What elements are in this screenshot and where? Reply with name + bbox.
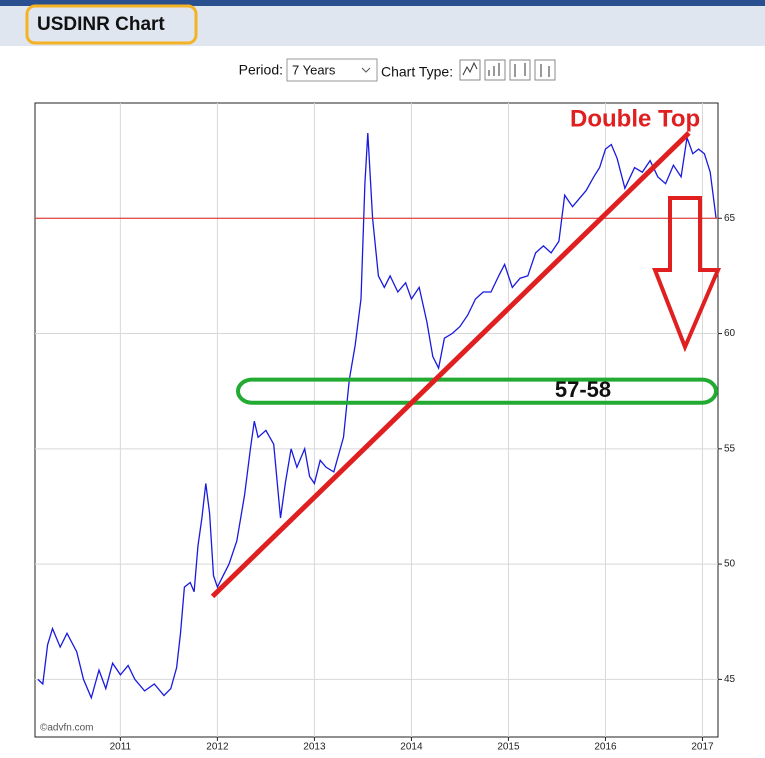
annotation: Double Top [570, 105, 700, 132]
icon-line[interactable] [459, 59, 481, 81]
x-tick-label: 2011 [110, 742, 132, 753]
x-tick-label: 2013 [303, 742, 326, 753]
x-tick-label: 2017 [691, 742, 714, 753]
support-zone [236, 377, 718, 405]
x-tick-label: 2016 [594, 742, 617, 753]
icon-glyph [540, 64, 550, 77]
zone-label: 57-58 [555, 377, 611, 402]
x-tick-label: 2012 [206, 742, 229, 753]
page-title: USDINR Chart [37, 14, 165, 35]
y-tick-label: 55 [724, 443, 736, 454]
plot-frame [34, 102, 719, 738]
x-tick-label: 2015 [497, 742, 520, 753]
x-tick-label: 2014 [400, 742, 423, 753]
chart-type-label: Chart Type: [381, 64, 453, 80]
y-tick-label: 65 [724, 213, 736, 224]
icon-candle[interactable] [509, 59, 531, 81]
icon-bar[interactable] [484, 59, 506, 81]
select-caret [361, 67, 371, 73]
period-value: 7 Years [292, 62, 336, 77]
icon-glyph [462, 61, 478, 76]
title-highlight [25, 4, 198, 45]
down-arrow [652, 196, 722, 353]
top-strip [0, 0, 765, 6]
y-tick-label: 60 [724, 328, 736, 339]
y-tick-label: 50 [724, 559, 736, 570]
period-label: Period: [239, 62, 283, 78]
icon-ohlc[interactable] [534, 59, 556, 81]
chart-type-icons [459, 59, 556, 81]
header-bar [0, 6, 765, 46]
y-tick-label: 45 [724, 674, 736, 685]
period-select[interactable] [286, 58, 378, 82]
icon-glyph [488, 63, 500, 76]
trendline [210, 131, 691, 599]
source-credit: ©advfn.com [40, 723, 94, 734]
icon-glyph [514, 63, 526, 77]
price-line [37, 132, 717, 700]
